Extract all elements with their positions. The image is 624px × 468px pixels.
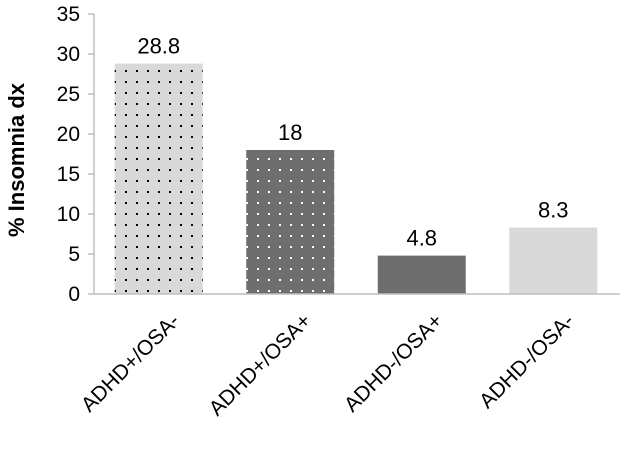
y-tick-label: 5 xyxy=(68,243,80,266)
x-tick-label: ADHD-/OSA+ xyxy=(340,309,447,416)
y-tick-label: 10 xyxy=(57,203,80,226)
bar-data-label: 18 xyxy=(278,120,302,145)
bar-data-label: 8.3 xyxy=(538,198,569,223)
bars xyxy=(114,63,598,294)
bar-data-label: 4.8 xyxy=(406,226,437,251)
y-tick-label: 0 xyxy=(68,283,80,306)
x-tick-label: ADHD+/OSA- xyxy=(77,309,184,416)
y-tick-label: 35 xyxy=(57,3,80,26)
y-tick-label: 15 xyxy=(57,163,80,186)
bar-adhd-osa xyxy=(246,150,335,294)
bar-adhd-osa xyxy=(377,255,466,294)
bar-data-label: 28.8 xyxy=(137,34,180,59)
bar-data-labels: 28.8 18 4.8 8.3 xyxy=(137,34,568,251)
y-axis-label: % Insomnia dx xyxy=(4,82,29,237)
y-tick-label: 25 xyxy=(57,83,80,106)
y-tick-label: 30 xyxy=(57,43,80,66)
x-tick-label: ADHD+/OSA+ xyxy=(205,309,316,420)
x-axis-tick-labels: ADHD+/OSA- ADHD+/OSA+ ADHD-/OSA+ ADHD-/OSA- xyxy=(77,309,579,420)
x-tick-label: ADHD-/OSA- xyxy=(475,309,579,413)
y-tick-label: 20 xyxy=(57,123,80,146)
bar-adhd-osa xyxy=(114,63,203,294)
bar-adhd-osa xyxy=(509,227,598,294)
y-axis-ticks: 0 5 10 15 20 25 30 35 xyxy=(57,3,94,306)
